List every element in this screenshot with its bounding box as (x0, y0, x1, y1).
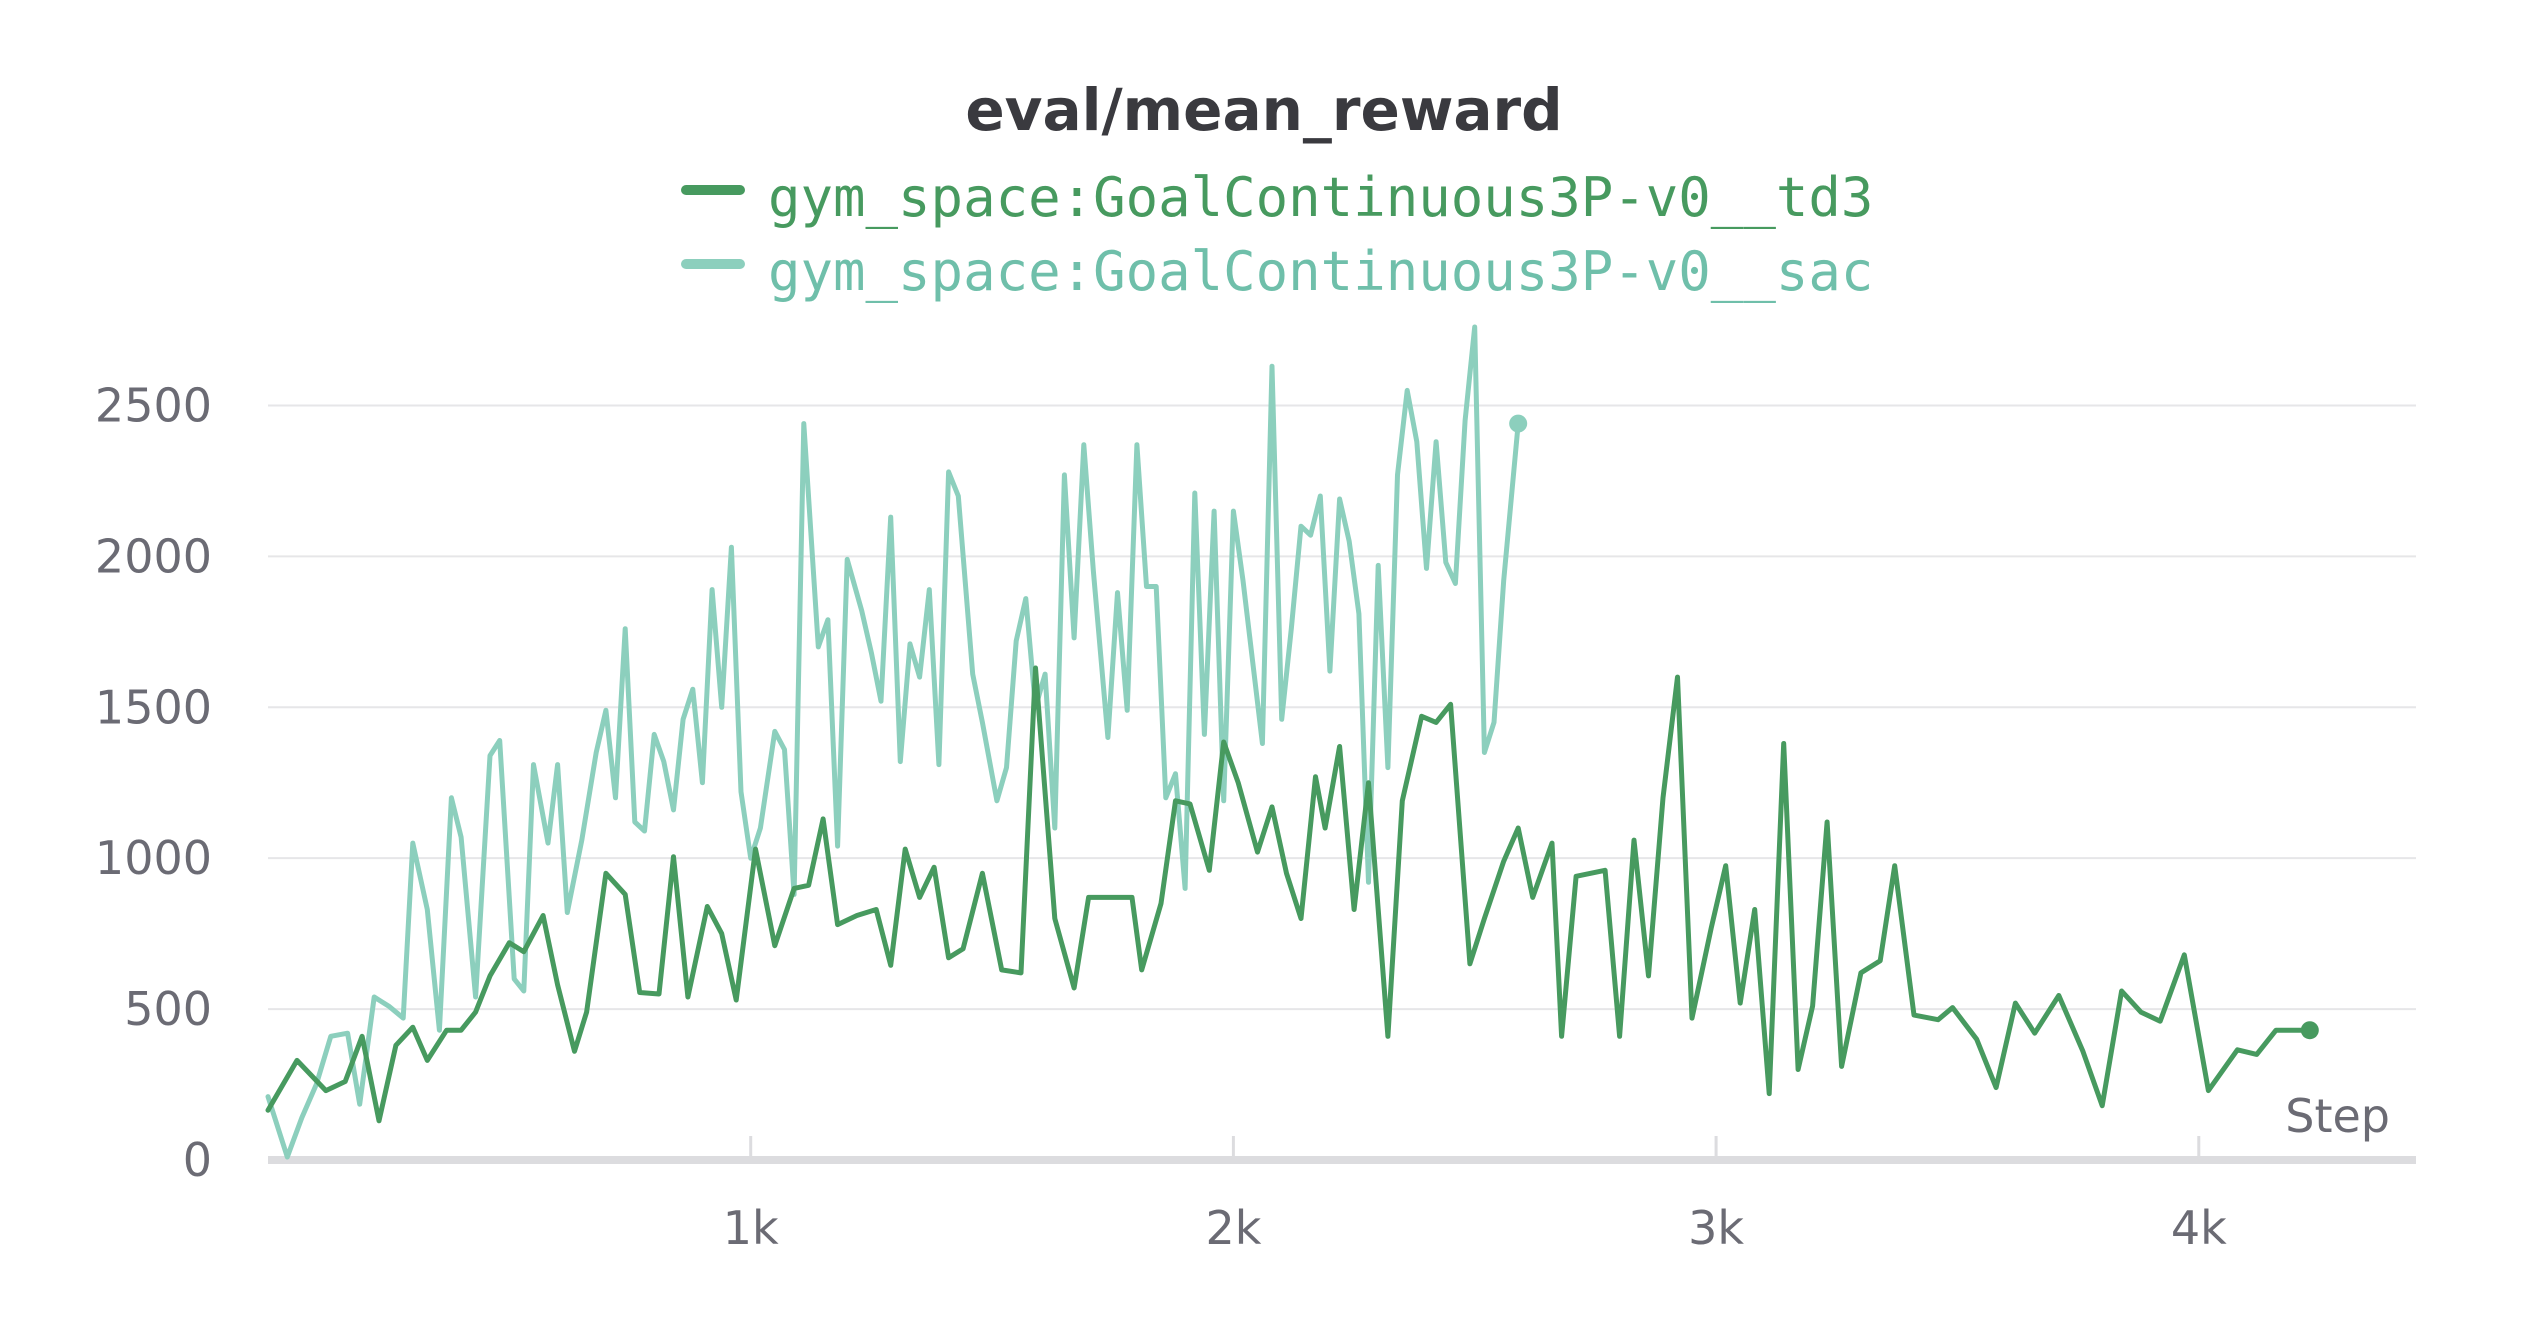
y-tick-label: 2000 (95, 529, 212, 583)
x-axis-label: Step (2285, 1089, 2390, 1143)
y-tick-label: 2500 (95, 378, 212, 432)
legend-item-sac[interactable]: gym_space:GoalContinuous3P-v0__sac (681, 240, 1873, 303)
series-end-marker-sac (1509, 414, 1528, 433)
y-tick-label: 0 (183, 1133, 212, 1187)
x-tick-label: 3k (1688, 1201, 1744, 1255)
gridlines (268, 404, 2416, 1011)
x-axis: 1k 2k 3k 4k (268, 1136, 2416, 1255)
chart-title: eval/mean_reward (965, 76, 1562, 144)
y-tick-label: 1500 (95, 680, 212, 734)
series-lines (265, 324, 2319, 1160)
x-tick-label: 2k (1205, 1201, 1261, 1255)
legend-label-td3: gym_space:GoalContinuous3P-v0__td3 (768, 166, 1873, 229)
y-tick-label: 1000 (95, 831, 212, 885)
y-axis: 0 500 1000 1500 2000 2500 (95, 378, 212, 1187)
legend-item-td3[interactable]: gym_space:GoalContinuous3P-v0__td3 (681, 166, 1873, 229)
series-line-td3 (265, 665, 2313, 1124)
x-tick-label: 1k (723, 1201, 779, 1255)
y-tick-label: 500 (124, 982, 212, 1036)
x-tick-label: 4k (2171, 1201, 2227, 1255)
series-end-marker-td3 (2300, 1021, 2319, 1040)
legend: gym_space:GoalContinuous3P-v0__td3 gym_s… (681, 166, 1873, 303)
series-line-sac (265, 324, 1521, 1160)
legend-label-sac: gym_space:GoalContinuous3P-v0__sac (768, 240, 1873, 303)
